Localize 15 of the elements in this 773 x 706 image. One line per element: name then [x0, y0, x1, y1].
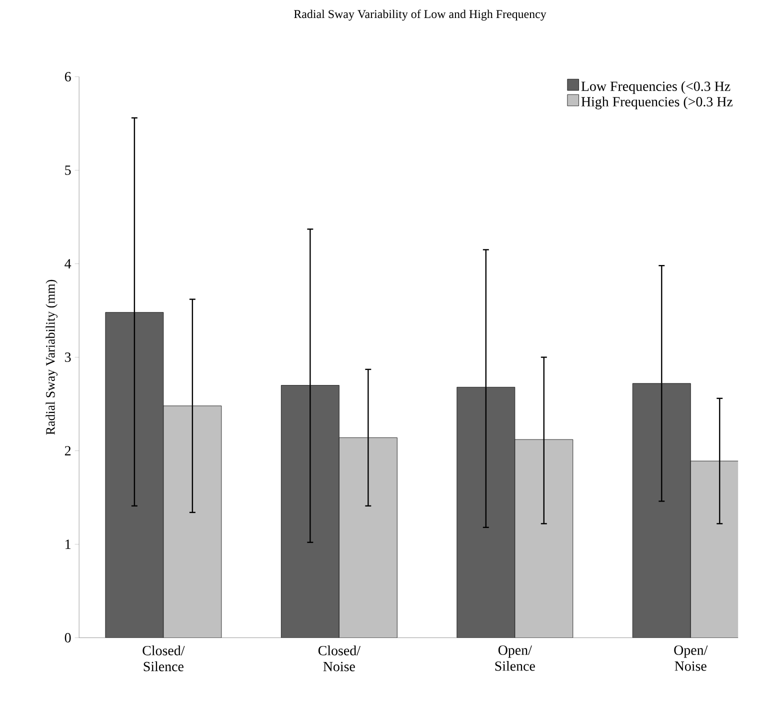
x-tick-label: Closed/ Noise — [318, 645, 360, 672]
chart-title: Radial Sway Variability of Low and High Frequency — [294, 10, 546, 21]
y-tick-label: 0 — [64, 633, 71, 642]
y-tick-label: 3 — [65, 352, 71, 362]
y-tick-label: 5 — [65, 166, 71, 175]
legend-label: Low Frequencies (<0.3 Hz — [581, 81, 730, 94]
y-tick-label: 4 — [64, 259, 72, 268]
x-tick-label: Closed/ Silence — [142, 645, 185, 672]
x-tick-label: Open/ Noise — [674, 646, 708, 671]
y-tick-label: 2 — [64, 446, 71, 456]
y-tick-label: 6 — [64, 72, 71, 82]
y-tick-label: 1 — [66, 540, 70, 549]
y-axis-title: Radial Sway Variability (mm) — [46, 280, 58, 435]
x-tick-label: Open/ Silence — [495, 646, 535, 671]
legend-label: High Frequencies (>0.3 Hz — [581, 96, 733, 110]
